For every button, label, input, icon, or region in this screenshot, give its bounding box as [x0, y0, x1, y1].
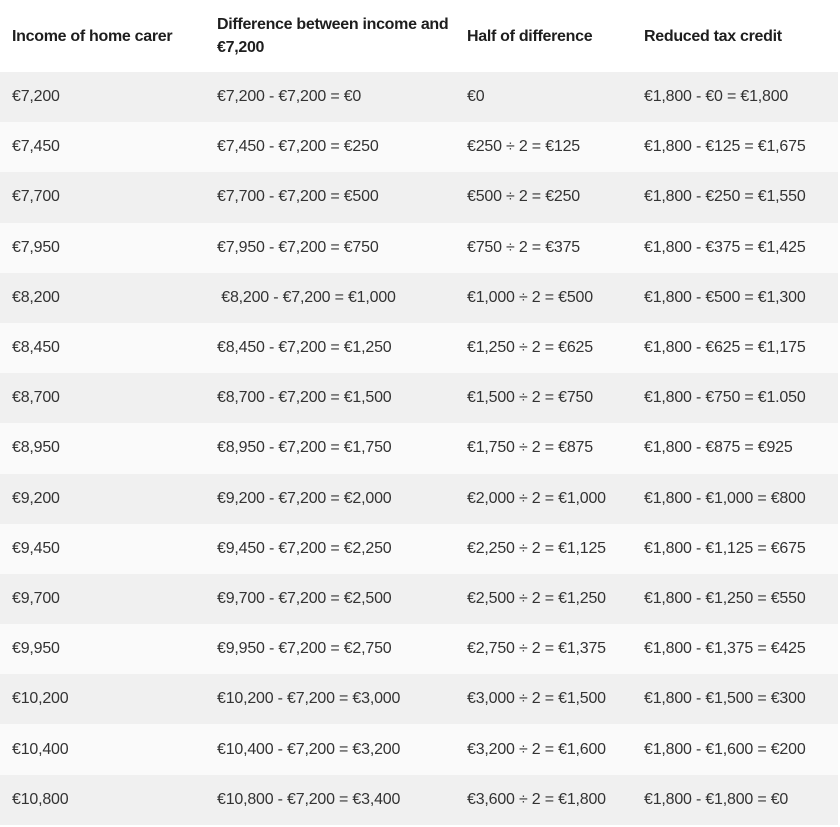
table-row: €8,700 €8,700 - €7,200 = €1,500 €1,500 ÷ 2…	[0, 373, 838, 424]
cell-difference: €7,450 - €7,200 = €250	[217, 138, 379, 156]
cell-reduced-credit: €1,800 - €250 = €1,550	[644, 188, 806, 206]
table-row: €10,400 €10,400 - €7,200 = €3,200 €3,200 ÷…	[0, 724, 838, 775]
cell-income: €7,200	[12, 88, 60, 106]
cell-reduced-credit: €1,800 - €1,600 = €200	[644, 740, 806, 758]
cell-income: €7,950	[12, 238, 60, 256]
cell-reduced-credit: €1,800 - €625 = €1,175	[644, 339, 806, 357]
cell-reduced-credit: €1,800 - €1,000 = €800	[644, 489, 806, 507]
table-row: €7,950 €7,950 - €7,200 = €750 €750 ÷ 2 = €…	[0, 222, 838, 273]
cell-reduced-credit: €1,800 - €500 = €1,300	[644, 288, 806, 306]
cell-difference: €8,200 - €7,200 = €1,000	[217, 288, 396, 306]
cell-difference: €9,700 - €7,200 = €2,500	[217, 589, 392, 607]
cell-reduced-credit: €1,800 - €1,125 = €675	[644, 539, 806, 557]
header-row: Income of home carer Difference between …	[0, 0, 838, 72]
cell-income: €9,700	[12, 589, 60, 607]
cell-income: €7,450	[12, 138, 60, 156]
header-half: Half of difference	[467, 27, 593, 45]
cell-half: €2,500 ÷ 2 = €1,250	[467, 589, 606, 607]
cell-difference: €8,450 - €7,200 = €1,250	[217, 339, 392, 357]
cell-income: €8,450	[12, 339, 60, 357]
table-row: €9,950 €9,950 - €7,200 = €2,750 €2,750 ÷ 2…	[0, 624, 838, 675]
cell-half: €500 ÷ 2 = €250	[467, 188, 580, 206]
cell-half: €0	[467, 88, 485, 106]
cell-difference: €7,200 - €7,200 = €0	[217, 88, 362, 106]
cell-half: €2,250 ÷ 2 = €1,125	[467, 539, 606, 557]
cell-reduced-credit: €1,800 - €1,800 = €0	[644, 790, 789, 808]
cell-income: €8,700	[12, 389, 60, 407]
table-row: €9,700 €9,700 - €7,200 = €2,500 €2,500 ÷ 2…	[0, 573, 838, 625]
cell-half: €250 ÷ 2 = €125	[467, 138, 580, 156]
cell-difference: €10,200 - €7,200 = €3,000	[217, 690, 401, 708]
cell-half: €750 ÷ 2 = €375	[467, 238, 580, 256]
cell-difference: €10,800 - €7,200 = €3,400	[217, 790, 401, 808]
cell-half: €3,200 ÷ 2 = €1,600	[467, 740, 606, 758]
cell-difference: €7,700 - €7,200 = €500	[217, 188, 379, 206]
cell-difference: €9,450 - €7,200 = €2,250	[217, 539, 392, 557]
table-row: €9,200 €9,200 - €7,200 = €2,000 €2,000 ÷ 2…	[0, 473, 838, 524]
cell-half: €1,750 ÷ 2 = €875	[467, 439, 593, 457]
table-row: €8,200 €8,200 - €7,200 = €1,000 €1,000 ÷ …	[0, 272, 838, 323]
cell-reduced-credit: €1,800 - €375 = €1,425	[644, 238, 806, 256]
cell-half: €2,750 ÷ 2 = €1,375	[467, 640, 606, 658]
table-row: €8,450 €8,450 - €7,200 = €1,250 €1,250 ÷ 2…	[0, 322, 838, 374]
header-income: Income of home carer	[12, 27, 173, 45]
cell-difference: €8,950 - €7,200 = €1,750	[217, 439, 392, 457]
cell-income: €8,200	[12, 288, 60, 306]
cell-half: €1,250 ÷ 2 = €625	[467, 339, 593, 357]
cell-half: €3,000 ÷ 2 = €1,500	[467, 690, 606, 708]
table-row: €7,700 €7,700 - €7,200 = €500 €500 ÷ 2 = €…	[0, 172, 838, 223]
cell-reduced-credit: €1,800 - €1,500 = €300	[644, 690, 806, 708]
cell-reduced-credit: €1,800 - €875 = €925	[644, 439, 793, 457]
cell-income: €10,800	[12, 790, 69, 808]
table-row: €10,800 €10,800 - €7,200 = €3,400 €3,600 ÷…	[0, 774, 838, 825]
cell-income: €10,200	[12, 690, 69, 708]
cell-reduced-credit: €1,800 - €1,250 = €550	[644, 589, 806, 607]
cell-difference: €9,200 - €7,200 = €2,000	[217, 489, 392, 507]
table-row: €10,200 €10,200 - €7,200 = €3,000 €3,000 ÷…	[0, 674, 838, 725]
cell-reduced-credit: €1,800 - €0 = €1,800	[644, 88, 789, 106]
table-row: €9,450 €9,450 - €7,200 = €2,250 €2,250 ÷ 2…	[0, 523, 838, 574]
table-row: €8,950 €8,950 - €7,200 = €1,750 €1,750 ÷ 2…	[0, 423, 838, 474]
cell-half: €2,000 ÷ 2 = €1,000	[467, 489, 606, 507]
cell-half: €1,500 ÷ 2 = €750	[467, 389, 593, 407]
cell-half: €3,600 ÷ 2 = €1,800	[467, 790, 606, 808]
cell-half: €1,000 ÷ 2 = €500	[467, 288, 593, 306]
cell-reduced-credit: €1,800 - €1,375 = €425	[644, 640, 806, 658]
cell-difference: €10,400 - €7,200 = €3,200	[217, 740, 401, 758]
cell-difference: €7,950 - €7,200 = €750	[217, 238, 379, 256]
cell-difference: €8,700 - €7,200 = €1,500	[217, 389, 392, 407]
header-difference: Difference between income and €7,200	[217, 16, 449, 56]
cell-reduced-credit: €1,800 - €750 = €1.050	[644, 389, 806, 407]
cell-income: €9,950	[12, 640, 60, 658]
cell-difference: €9,950 - €7,200 = €2,750	[217, 640, 392, 658]
cell-income: €10,400	[12, 740, 69, 758]
cell-income: €9,200	[12, 489, 60, 507]
table-row: €7,450 €7,450 - €7,200 = €250 €250 ÷ 2 = €…	[0, 122, 838, 173]
table-row: €7,200 €7,200 - €7,200 = €0 €0 €1,800 - €0 …	[0, 72, 838, 123]
cell-reduced-credit: €1,800 - €125 = €1,675	[644, 138, 806, 156]
cell-income: €8,950	[12, 439, 60, 457]
cell-income: €7,700	[12, 188, 60, 206]
header-reduced-credit: Reduced tax credit	[644, 27, 782, 45]
cell-income: €9,450	[12, 539, 60, 557]
